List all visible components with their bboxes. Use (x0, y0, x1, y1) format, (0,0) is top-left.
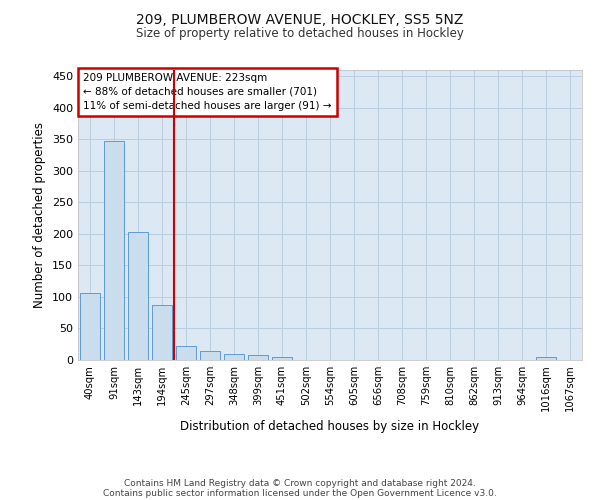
Bar (176, 346, 196, 360)
Text: 209 PLUMBEROW AVENUE: 223sqm
← 88% of detached houses are smaller (701)
11% of s: 209 PLUMBEROW AVENUE: 223sqm ← 88% of de… (83, 73, 332, 111)
Text: Size of property relative to detached houses in Hockley: Size of property relative to detached ho… (136, 28, 464, 40)
Bar (536, 357, 556, 360)
Text: Contains HM Land Registry data © Crown copyright and database right 2024.: Contains HM Land Registry data © Crown c… (124, 478, 476, 488)
Text: 209, PLUMBEROW AVENUE, HOCKLEY, SS5 5NZ: 209, PLUMBEROW AVENUE, HOCKLEY, SS5 5NZ (136, 12, 464, 26)
Bar (272, 357, 292, 360)
Bar (104, 140, 124, 360)
Bar (152, 304, 172, 360)
X-axis label: Distribution of detached houses by size in Hockley: Distribution of detached houses by size … (181, 420, 479, 433)
Bar (128, 232, 148, 360)
Text: Contains public sector information licensed under the Open Government Licence v3: Contains public sector information licen… (103, 488, 497, 498)
Bar (224, 354, 244, 360)
Bar (200, 351, 220, 360)
Bar (248, 355, 268, 360)
Bar (80, 292, 100, 360)
Y-axis label: Number of detached properties: Number of detached properties (34, 122, 46, 308)
